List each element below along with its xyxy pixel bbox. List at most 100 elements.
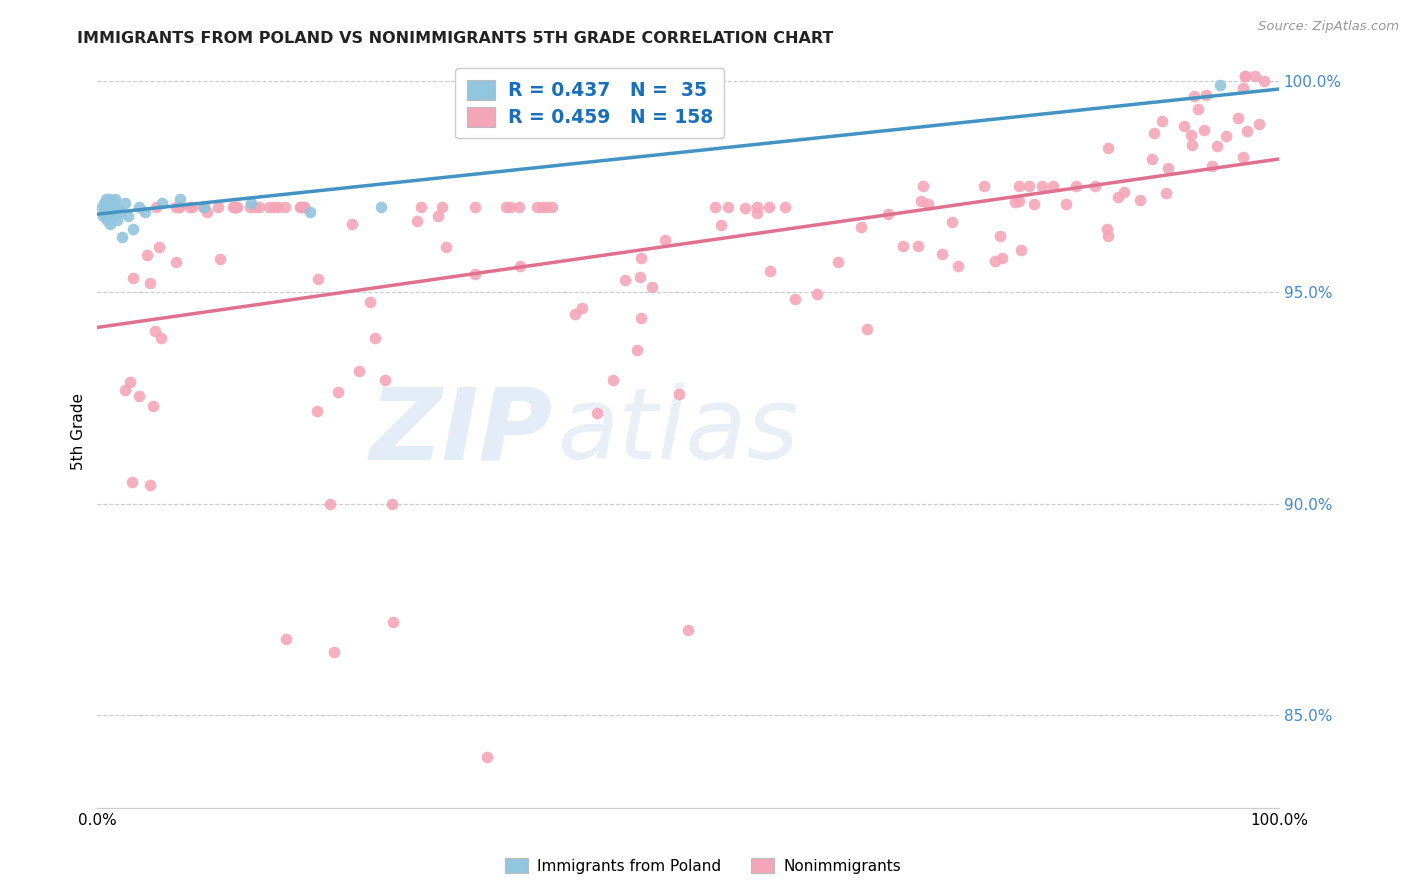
Point: [224, 201, 246, 215]
Point: [941, 215, 963, 229]
Point: [103, 196, 125, 211]
Point: [121, 475, 143, 489]
Point: [1201, 159, 1223, 173]
Point: [136, 248, 159, 262]
Point: [984, 253, 1007, 268]
Point: [508, 201, 530, 215]
Point: [773, 201, 796, 215]
Point: [98, 204, 121, 219]
Point: [1209, 78, 1232, 92]
Text: ZIP: ZIP: [370, 383, 553, 480]
Point: [1192, 122, 1215, 136]
Point: [118, 375, 141, 389]
Point: [827, 254, 849, 268]
Point: [292, 201, 315, 215]
Point: [405, 213, 427, 227]
Point: [139, 277, 162, 291]
Point: [911, 179, 934, 194]
Point: [676, 624, 699, 638]
Point: [849, 220, 872, 235]
Point: [195, 204, 218, 219]
Point: [128, 389, 150, 403]
Legend: Immigrants from Poland, Nonimmigrants: Immigrants from Poland, Nonimmigrants: [499, 852, 907, 880]
Point: [100, 201, 122, 215]
Point: [191, 201, 214, 215]
Point: [1182, 89, 1205, 103]
Legend: R = 0.437   N =  35, R = 0.459   N = 158: R = 0.437 N = 35, R = 0.459 N = 158: [456, 69, 724, 138]
Point: [114, 383, 136, 397]
Text: IMMIGRANTS FROM POLAND VS NONIMMIGRANTS 5TH GRADE CORRELATION CHART: IMMIGRANTS FROM POLAND VS NONIMMIGRANTS …: [77, 31, 834, 46]
Point: [1232, 81, 1254, 95]
Point: [509, 259, 531, 273]
Point: [893, 239, 915, 253]
Point: [630, 251, 652, 265]
Point: [299, 204, 322, 219]
Point: [1018, 179, 1040, 194]
Point: [745, 206, 768, 220]
Point: [1107, 190, 1129, 204]
Point: [122, 271, 145, 285]
Point: [193, 201, 215, 215]
Point: [1097, 141, 1119, 155]
Point: [1097, 229, 1119, 244]
Point: [1157, 161, 1180, 175]
Point: [134, 204, 156, 219]
Point: [495, 201, 517, 215]
Point: [93, 196, 115, 211]
Point: [276, 632, 298, 646]
Point: [1180, 128, 1202, 142]
Point: [259, 201, 281, 215]
Point: [988, 229, 1011, 244]
Point: [654, 233, 676, 247]
Point: [292, 201, 315, 215]
Point: [97, 204, 120, 219]
Point: [641, 280, 664, 294]
Point: [1054, 196, 1077, 211]
Point: [411, 201, 433, 215]
Point: [224, 201, 246, 215]
Point: [167, 201, 190, 215]
Point: [98, 201, 121, 215]
Point: [97, 196, 120, 211]
Point: [907, 239, 929, 253]
Point: [626, 343, 648, 358]
Point: [1008, 194, 1031, 208]
Point: [117, 209, 139, 223]
Point: [477, 750, 499, 764]
Point: [347, 364, 370, 378]
Point: [1031, 179, 1053, 194]
Point: [91, 209, 114, 223]
Point: [855, 322, 877, 336]
Point: [806, 286, 828, 301]
Point: [326, 385, 349, 400]
Point: [381, 615, 404, 629]
Point: [1253, 74, 1275, 88]
Point: [1215, 128, 1237, 143]
Point: [1173, 119, 1195, 133]
Point: [585, 406, 607, 420]
Point: [759, 264, 782, 278]
Point: [1084, 179, 1107, 194]
Point: [758, 201, 780, 215]
Point: [1143, 126, 1166, 140]
Point: [225, 201, 247, 215]
Point: [150, 196, 173, 211]
Point: [434, 240, 457, 254]
Point: [108, 204, 131, 219]
Point: [209, 252, 232, 266]
Point: [1244, 70, 1267, 84]
Point: [267, 201, 290, 215]
Point: [98, 218, 121, 232]
Point: [239, 196, 262, 211]
Point: [305, 404, 328, 418]
Point: [602, 373, 624, 387]
Point: [98, 192, 121, 206]
Point: [148, 240, 170, 254]
Point: [167, 201, 190, 215]
Point: [91, 201, 114, 215]
Point: [274, 201, 297, 215]
Point: [105, 201, 128, 215]
Point: [1129, 193, 1152, 207]
Point: [128, 201, 150, 215]
Point: [1004, 195, 1026, 210]
